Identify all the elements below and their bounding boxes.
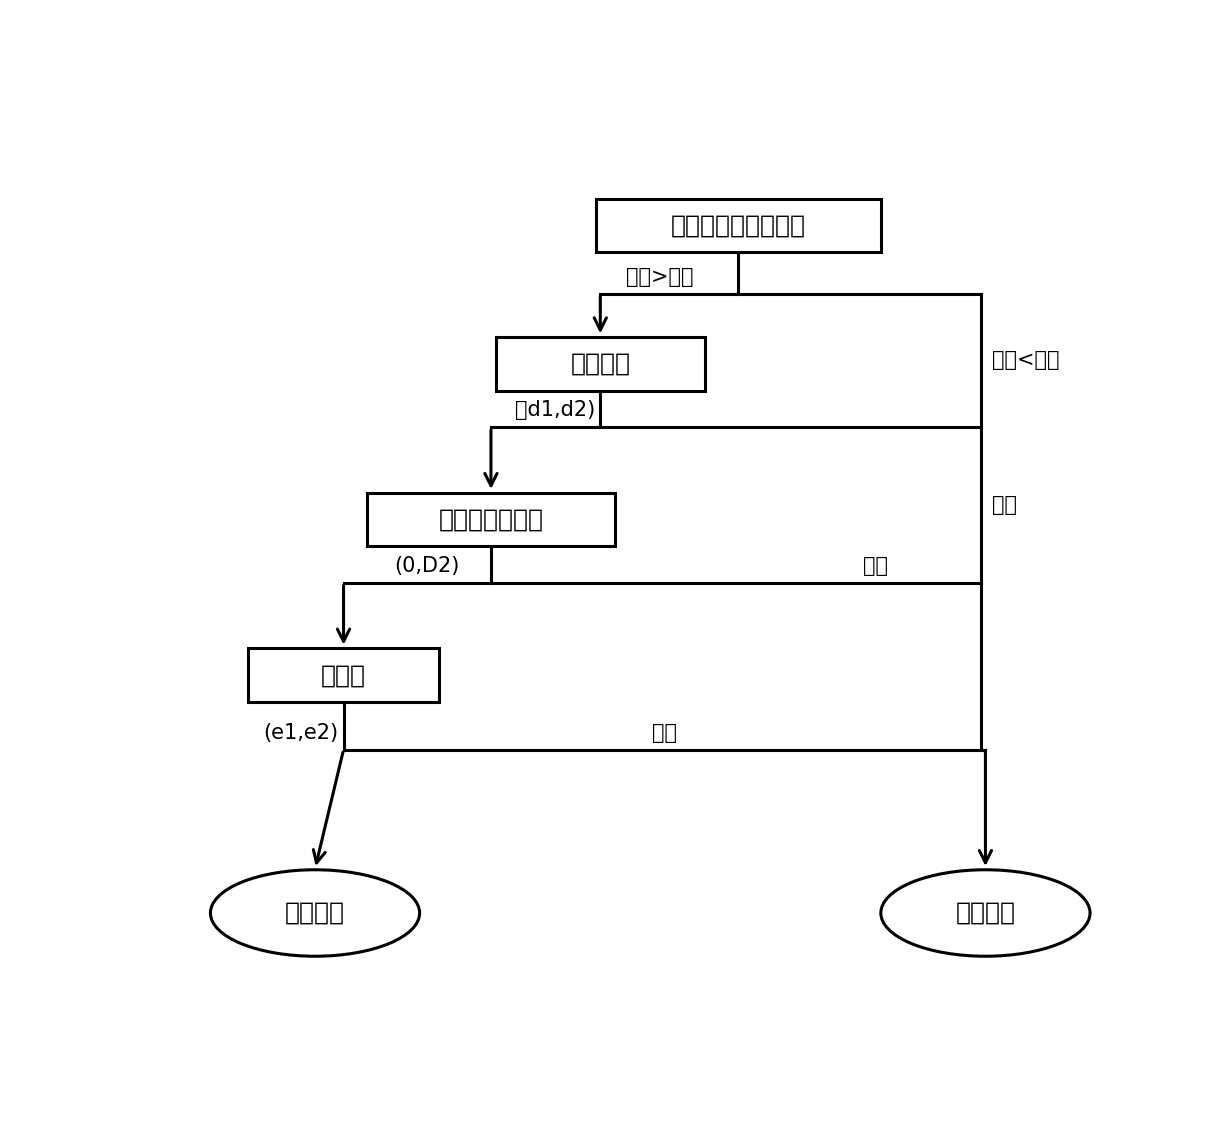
Text: 左侧>右侧: 左侧>右侧 xyxy=(626,267,693,287)
FancyBboxPatch shape xyxy=(595,199,881,253)
Text: 其他: 其他 xyxy=(863,556,888,576)
FancyBboxPatch shape xyxy=(496,337,704,391)
Text: 有效边缘: 有效边缘 xyxy=(285,901,345,925)
FancyBboxPatch shape xyxy=(248,648,439,702)
Text: 曲线质心偏离度: 曲线质心偏离度 xyxy=(438,508,544,531)
Text: 曲线长度: 曲线长度 xyxy=(571,351,631,376)
Text: (e1,e2): (e1,e2) xyxy=(264,723,339,742)
Text: 其他: 其他 xyxy=(993,495,1017,514)
Text: （d1,d2): （d1,d2) xyxy=(515,400,595,420)
Text: 离心率: 离心率 xyxy=(321,664,366,687)
Text: 曲线周围像素点灰度: 曲线周围像素点灰度 xyxy=(671,213,806,238)
FancyBboxPatch shape xyxy=(367,493,615,547)
Text: 右侧<左侧: 右侧<左侧 xyxy=(993,350,1060,371)
Text: 无效边缘: 无效边缘 xyxy=(956,901,1016,925)
Text: (0,D2): (0,D2) xyxy=(394,556,459,576)
Ellipse shape xyxy=(210,869,420,957)
Ellipse shape xyxy=(881,869,1090,957)
Text: 其他: 其他 xyxy=(652,723,677,742)
